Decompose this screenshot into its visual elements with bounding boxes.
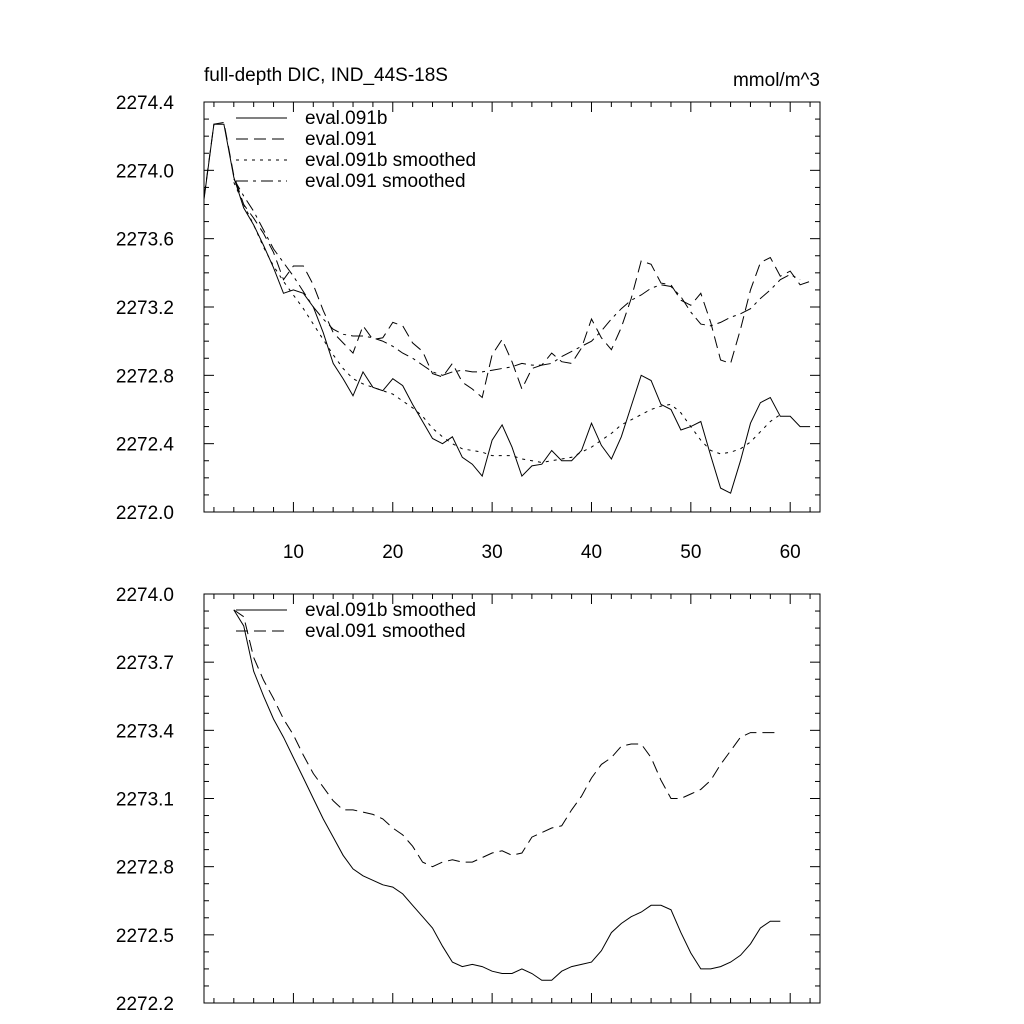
top-y-tick-label: 2272.4 xyxy=(116,435,175,456)
bottom-y-tick-label: 2273.1 xyxy=(116,790,174,811)
bottom-y-tick-label: 2272.5 xyxy=(116,926,174,947)
top-legend-label-4: eval.091 smoothed xyxy=(305,171,466,192)
top-legend-label-1: eval.091b xyxy=(305,108,387,129)
top-y-tick-label: 2273.2 xyxy=(116,298,174,319)
top-x-tick-label: 60 xyxy=(780,542,801,563)
top-x-tick-label: 10 xyxy=(283,542,304,563)
top-series-line-1 xyxy=(203,123,811,494)
top-y-tick-label: 2272.0 xyxy=(116,503,174,524)
bottom-series-line-2 xyxy=(233,609,781,868)
top-series-line-3 xyxy=(233,182,781,464)
top-chart-title: full-depth DIC, IND_44S-18S xyxy=(204,65,448,86)
top-legend-label-2: eval.091 xyxy=(305,129,377,150)
bottom-y-tick-label: 2273.7 xyxy=(116,653,174,674)
top-series-line-2 xyxy=(203,121,811,399)
top-y-tick-label: 2274.4 xyxy=(116,93,175,114)
bottom-y-tick-label: 2272.2 xyxy=(116,994,174,1015)
top-y-tick-label: 2272.8 xyxy=(116,366,174,387)
bottom-legend-label-2: eval.091 smoothed xyxy=(305,621,466,642)
bottom-y-tick-label: 2274.0 xyxy=(116,585,174,606)
top-x-tick-label: 50 xyxy=(680,542,701,563)
bottom-series-line-1 xyxy=(233,609,781,981)
top-legend-label-3: eval.091b smoothed xyxy=(305,150,476,171)
bottom-plot-frame xyxy=(203,593,821,1004)
bottom-legend-label-1: eval.091b smoothed xyxy=(305,600,476,621)
top-x-tick-label: 20 xyxy=(382,542,403,563)
top-x-tick-label: 40 xyxy=(581,542,602,563)
top-series-line-4 xyxy=(233,178,801,376)
top-y-tick-label: 2273.6 xyxy=(116,230,174,251)
top-plot-frame xyxy=(203,101,821,513)
top-chart-units: mmol/m^3 xyxy=(733,70,820,91)
top-y-tick-label: 2274.0 xyxy=(116,161,174,182)
top-x-tick-label: 30 xyxy=(482,542,503,563)
bottom-y-tick-label: 2273.4 xyxy=(116,721,175,742)
bottom-y-tick-label: 2272.8 xyxy=(116,858,174,879)
